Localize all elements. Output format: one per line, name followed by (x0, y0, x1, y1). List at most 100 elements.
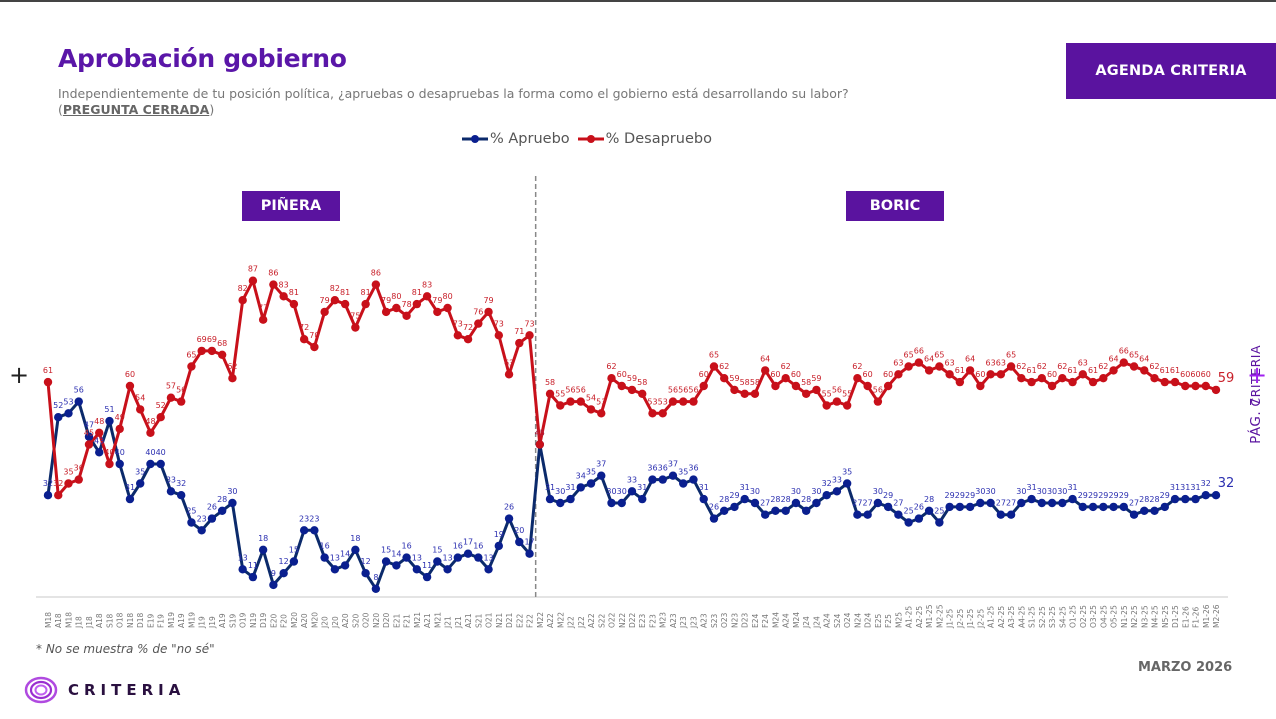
data-point-desapruebo (1017, 374, 1026, 383)
data-point-apruebo (269, 580, 278, 590)
data-label-desapruebo: 63 (504, 358, 514, 367)
x-tick-label: J2-25 (976, 609, 985, 629)
data-label-apruebo: 27 (852, 499, 862, 508)
data-point-desapruebo (64, 479, 73, 488)
data-point-desapruebo (84, 440, 94, 449)
data-point-desapruebo (43, 377, 53, 387)
data-label-desapruebo: 65 (904, 351, 914, 360)
data-point-apruebo (791, 498, 801, 508)
x-tick-label: M18 (64, 612, 73, 628)
data-point-apruebo (166, 487, 176, 496)
data-label-desapruebo: 61 (43, 366, 53, 375)
data-point-apruebo (832, 487, 842, 496)
data-point-desapruebo (730, 385, 739, 395)
data-point-desapruebo (54, 491, 63, 500)
data-point-apruebo (986, 498, 995, 508)
data-label-desapruebo: 49 (115, 413, 125, 422)
data-point-desapruebo (1129, 362, 1139, 371)
data-point-apruebo (1109, 502, 1118, 512)
x-tick-label: M20 (310, 612, 319, 628)
data-label-apruebo: 11 (422, 561, 432, 570)
data-point-apruebo (1119, 502, 1128, 512)
x-tick-label: E24 (751, 613, 760, 628)
data-point-desapruebo (1037, 374, 1047, 383)
x-tick-label: A24 (823, 613, 832, 628)
data-label-desapruebo: 62 (1016, 362, 1026, 371)
x-tick-label: E20 (269, 613, 278, 628)
data-label-desapruebo: 66 (914, 347, 924, 356)
data-point-desapruebo (760, 366, 770, 375)
data-point-desapruebo (812, 385, 821, 395)
data-label-desapruebo: 63 (996, 358, 1006, 367)
data-label-apruebo: 30 (1047, 487, 1057, 496)
x-tick-label: E21 (392, 613, 401, 628)
x-tick-label: S19 (228, 613, 237, 628)
data-point-desapruebo (873, 397, 883, 406)
data-label-desapruebo: 72 (463, 323, 473, 332)
data-point-desapruebo (720, 374, 729, 383)
data-label-apruebo: 30 (750, 487, 760, 496)
x-tick-label: A1-25 (987, 606, 996, 628)
side-plus-icon: + (1247, 361, 1268, 389)
x-tick-label: N20 (372, 613, 381, 628)
x-tick-label: M19 (187, 612, 196, 628)
data-label-apruebo: 31 (1067, 483, 1077, 492)
data-point-apruebo (1037, 498, 1047, 508)
data-point-apruebo (740, 494, 749, 504)
data-label-apruebo: 35 (842, 468, 852, 477)
data-point-desapruebo (228, 374, 237, 383)
data-label-desapruebo: 60 (1201, 370, 1211, 379)
x-tick-label: F25 (884, 614, 893, 628)
data-point-apruebo (320, 553, 329, 562)
data-label-apruebo: 28 (1139, 495, 1149, 504)
data-point-desapruebo (709, 362, 719, 371)
data-point-apruebo (699, 494, 708, 504)
x-tick-label: N1-25 (1120, 605, 1129, 628)
data-label-apruebo: 32 (1218, 476, 1235, 491)
data-point-desapruebo (176, 397, 186, 406)
x-tick-label: A22 (587, 613, 596, 628)
legend-item-apruebo[interactable]: % Apruebo (462, 131, 570, 147)
data-point-apruebo (187, 518, 196, 527)
data-point-desapruebo (238, 296, 247, 305)
x-tick-label: M24 (792, 612, 801, 628)
data-label-apruebo: 35 (135, 468, 145, 477)
data-label-apruebo: 15 (432, 546, 442, 555)
x-tick-label: O20 (362, 612, 371, 628)
data-point-apruebo (105, 416, 114, 426)
x-tick-label: N18 (126, 613, 135, 628)
data-label-desapruebo: 65 (1129, 351, 1139, 360)
data-label-desapruebo: 58 (740, 378, 750, 387)
x-tick-label: M23 (659, 612, 668, 628)
data-label-apruebo: 18 (258, 534, 268, 543)
data-label-apruebo: 52 (53, 401, 63, 410)
data-label-desapruebo: 59 (627, 374, 637, 383)
data-label-apruebo: 16 (402, 542, 412, 551)
data-label-desapruebo: 70 (309, 331, 319, 340)
x-tick-label: A19 (177, 613, 186, 628)
data-label-apruebo: 17 (463, 538, 473, 547)
data-point-apruebo (217, 506, 227, 515)
x-tick-label: O19 (239, 612, 248, 628)
data-point-desapruebo (883, 381, 893, 391)
apruebo-legend-icon (462, 135, 488, 143)
data-point-desapruebo (146, 428, 155, 437)
data-label-desapruebo: 63 (945, 358, 955, 367)
data-point-apruebo (668, 471, 678, 480)
data-label-apruebo: 30 (617, 487, 627, 496)
data-point-apruebo (95, 448, 104, 457)
data-label-desapruebo: 48 (94, 417, 104, 426)
data-point-apruebo (617, 498, 626, 508)
data-point-apruebo (607, 498, 616, 508)
data-label-desapruebo: 48 (145, 417, 155, 426)
x-tick-label: A18 (95, 613, 104, 628)
data-label-desapruebo: 58 (801, 378, 811, 387)
data-point-apruebo (1027, 494, 1036, 504)
data-label-apruebo: 18 (350, 534, 360, 543)
data-label-apruebo: 23 (299, 514, 309, 523)
data-point-desapruebo (566, 397, 575, 406)
data-label-desapruebo: 76 (473, 308, 483, 317)
agenda-criteria-button[interactable]: AGENDA CRITERIA (1066, 43, 1276, 99)
data-label-apruebo: 25 (186, 507, 196, 516)
legend-item-desapruebo[interactable]: % Desapruebo (577, 131, 712, 147)
